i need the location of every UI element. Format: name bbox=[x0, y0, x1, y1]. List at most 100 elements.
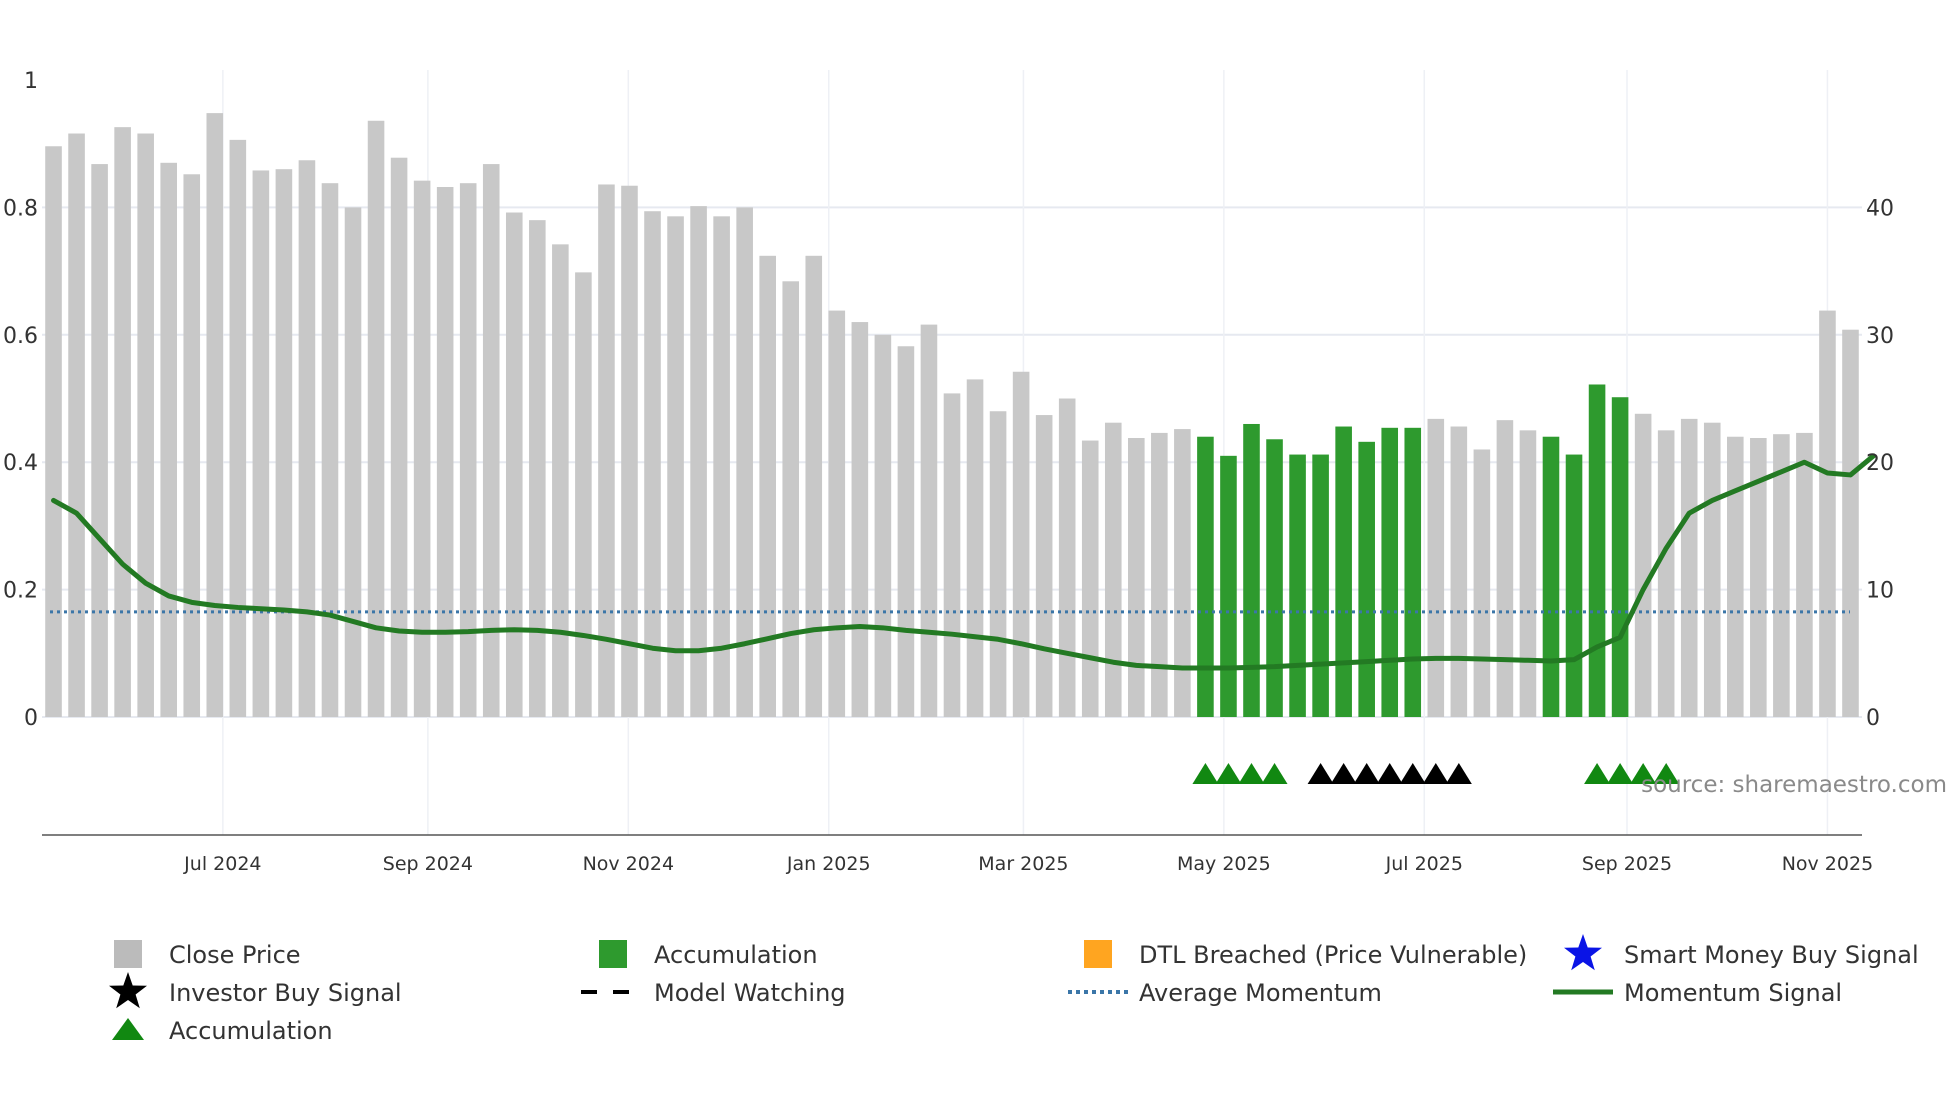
close-price-bar bbox=[1128, 437, 1145, 717]
close-price-bar bbox=[759, 255, 776, 717]
close-price-bar bbox=[713, 216, 730, 717]
left-tick-label: 0 bbox=[24, 706, 38, 731]
close-price-bar bbox=[275, 169, 293, 717]
investor-buy-marker bbox=[1353, 763, 1380, 784]
x-tick-label: Jul 2025 bbox=[1385, 853, 1463, 875]
close-price-bar bbox=[1496, 420, 1514, 717]
close-price-bar bbox=[1680, 418, 1698, 717]
close-price-bar bbox=[1473, 449, 1491, 717]
x-tick-label: May 2025 bbox=[1177, 853, 1271, 875]
close-price-bar bbox=[1012, 371, 1030, 717]
close-price-bar bbox=[505, 212, 523, 717]
close-price-bar bbox=[943, 393, 961, 717]
close-price-bar bbox=[390, 157, 408, 718]
close-price-bar bbox=[1081, 440, 1099, 717]
accumulation-bar bbox=[1220, 455, 1237, 717]
accumulation-bar bbox=[1611, 397, 1629, 717]
right-tick-label: 10 bbox=[1866, 579, 1894, 604]
accumulation-marker bbox=[1630, 763, 1657, 784]
close-price-bar bbox=[482, 164, 500, 718]
close-price-bar bbox=[966, 379, 984, 717]
right-tick-label: 20 bbox=[1866, 451, 1894, 476]
close-price-bar bbox=[736, 207, 753, 717]
close-price-bar bbox=[1750, 437, 1767, 717]
close-price-bar bbox=[1450, 426, 1468, 717]
close-price-bar bbox=[298, 160, 316, 718]
close-price-bar bbox=[897, 346, 915, 717]
close-price-bar bbox=[45, 146, 62, 718]
close-price-bar bbox=[782, 281, 800, 717]
close-price-bar bbox=[1035, 415, 1053, 717]
close-price-bar bbox=[1151, 432, 1168, 717]
legend-label: Investor Buy Signal bbox=[169, 979, 402, 1007]
momentum-layer bbox=[51, 453, 1877, 671]
close-price-bar bbox=[1819, 310, 1836, 717]
investor-buy-marker bbox=[1307, 763, 1334, 784]
left-tick-label: 0.6 bbox=[3, 324, 38, 349]
close-price-bar bbox=[805, 255, 823, 717]
accumulation-marker bbox=[1261, 763, 1288, 784]
gray-square-icon bbox=[114, 940, 142, 968]
investor-buy-marker bbox=[1422, 763, 1449, 784]
close-price-bar bbox=[459, 183, 477, 718]
orange-square-icon bbox=[1084, 940, 1112, 968]
legend-label: Close Price bbox=[169, 941, 301, 969]
legend-label: Accumulation bbox=[654, 941, 818, 969]
green-square-icon bbox=[599, 940, 627, 968]
close-price-bar bbox=[1726, 436, 1744, 717]
close-price-bars bbox=[45, 113, 1859, 718]
close-price-bar bbox=[851, 322, 869, 717]
accumulation-bar bbox=[1197, 436, 1214, 717]
close-price-bar bbox=[644, 211, 661, 718]
close-price-bar bbox=[413, 180, 431, 717]
legend-label: Momentum Signal bbox=[1624, 979, 1842, 1007]
x-tick-label: Jul 2024 bbox=[183, 853, 261, 875]
left-tick-label: 0.8 bbox=[3, 196, 38, 221]
close-price-bar bbox=[252, 170, 270, 718]
signal-markers bbox=[1192, 763, 1680, 784]
accumulation-bar bbox=[1404, 427, 1422, 717]
close-price-bar bbox=[206, 113, 224, 717]
close-price-bar bbox=[920, 324, 938, 717]
close-price-bar bbox=[68, 133, 85, 717]
close-price-bar bbox=[436, 187, 454, 718]
close-price-bar bbox=[1174, 429, 1191, 717]
close-price-bar bbox=[575, 272, 592, 717]
legend-label: Model Watching bbox=[654, 979, 846, 1007]
close-price-bar bbox=[1657, 430, 1675, 717]
accumulation-bar bbox=[1243, 423, 1260, 717]
legend-label: Accumulation bbox=[169, 1017, 333, 1045]
accumulation-bar bbox=[1565, 454, 1583, 717]
close-price-bar bbox=[183, 174, 201, 717]
accumulation-bar bbox=[1335, 426, 1352, 717]
accumulation-bar bbox=[1312, 454, 1329, 717]
close-price-bar bbox=[529, 220, 546, 717]
close-price-bar bbox=[229, 139, 247, 718]
legend-label: Average Momentum bbox=[1139, 979, 1382, 1007]
close-price-bar bbox=[552, 244, 569, 717]
black-star-icon bbox=[109, 972, 147, 1009]
x-tick-label: Sep 2024 bbox=[383, 853, 473, 875]
close-price-bar bbox=[1773, 434, 1790, 717]
accumulation-marker bbox=[1192, 763, 1219, 784]
close-price-bar bbox=[690, 206, 707, 717]
accumulation-bar bbox=[1381, 427, 1399, 717]
x-tick-label: Mar 2025 bbox=[978, 853, 1068, 875]
left-tick-label: 0.4 bbox=[3, 451, 38, 476]
close-price-bar bbox=[1796, 432, 1813, 717]
accumulation-bar bbox=[1289, 454, 1306, 717]
accumulation-marker bbox=[1215, 763, 1242, 784]
x-tick-label: Nov 2025 bbox=[1782, 853, 1873, 875]
close-price-bar bbox=[1519, 430, 1537, 717]
x-tick-label: Sep 2025 bbox=[1582, 853, 1672, 875]
close-price-bar bbox=[989, 411, 1007, 717]
accumulation-bar bbox=[1358, 441, 1375, 717]
close-price-bar bbox=[1703, 422, 1721, 717]
close-price-bar bbox=[667, 216, 684, 717]
investor-buy-marker bbox=[1330, 763, 1357, 784]
close-price-bar bbox=[137, 133, 154, 717]
accumulation-marker bbox=[1607, 763, 1634, 784]
close-price-bar bbox=[1104, 422, 1122, 717]
x-tick-label: Jan 2025 bbox=[786, 853, 871, 875]
